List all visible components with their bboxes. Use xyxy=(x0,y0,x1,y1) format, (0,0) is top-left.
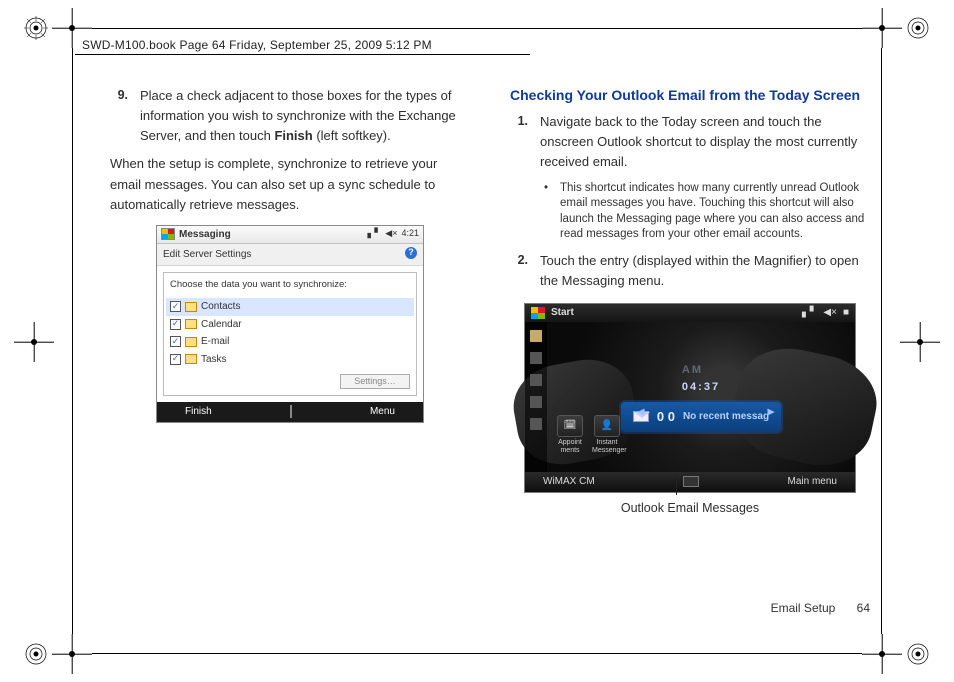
crop-cross-icon xyxy=(900,322,940,362)
window-title: Messaging xyxy=(179,227,231,243)
today-sidebar xyxy=(525,322,547,472)
step-item: 9. Place a check adjacent to those boxes… xyxy=(110,86,470,146)
titlebar: Start ▖▘ ◀× ■ xyxy=(525,304,855,322)
sync-row: ✓ E-mail xyxy=(166,333,414,351)
left-column: 9. Place a check adjacent to those boxes… xyxy=(110,86,470,606)
home-icon xyxy=(530,330,542,342)
reg-mark-icon xyxy=(24,16,48,40)
display-icon xyxy=(530,418,542,430)
instruction-text: Choose the data you want to synchronize: xyxy=(166,275,414,298)
figure-caption: Outlook Email Messages xyxy=(510,499,870,518)
clock-display: AM04:37 xyxy=(682,362,720,396)
page-footer: Email Setup 64 xyxy=(771,599,870,618)
crop-cross-icon xyxy=(862,634,902,674)
paragraph: When the setup is complete, synchronize … xyxy=(110,154,470,214)
sync-row-label: E-mail xyxy=(201,334,229,350)
bullet-icon: • xyxy=(544,181,552,243)
softkey-left: WiMAX CM xyxy=(543,474,595,490)
signal-icon: ▖▘ xyxy=(367,227,381,241)
softkey-bar: Finish Menu xyxy=(157,402,423,422)
section-heading: Checking Your Outlook Email from the Tod… xyxy=(510,86,870,104)
unread-count: 0 0 xyxy=(657,407,675,427)
folder-icon xyxy=(185,337,197,347)
keyboard-icon xyxy=(683,476,699,487)
step-item: 1. Navigate back to the Today screen and… xyxy=(510,112,870,172)
sound-icon: ◀× xyxy=(385,227,397,241)
windows-flag-icon xyxy=(161,228,175,240)
checkbox-icon: ✓ xyxy=(170,319,181,330)
step-item: 2. Touch the entry (displayed within the… xyxy=(510,251,870,291)
subheader-text: Edit Server Settings xyxy=(163,247,251,263)
notice-text: No recent messag xyxy=(683,409,769,425)
folder-icon xyxy=(185,319,197,329)
checkbox-icon: ✓ xyxy=(170,354,181,365)
grid-icon xyxy=(530,352,542,364)
bullet-text: This shortcut indicates how many current… xyxy=(560,181,870,243)
help-icon: ? xyxy=(405,247,417,259)
softkey-right: Main menu xyxy=(788,474,837,490)
today-body: AM04:37 0 0 No recent messag ◄ ► 🗓Appoin… xyxy=(525,322,855,472)
device-screenshot-today-wrap: Start ▖▘ ◀× ■ xyxy=(524,303,856,493)
subheader: Edit Server Settings ? xyxy=(157,244,423,267)
checkbox-icon: ✓ xyxy=(170,301,181,312)
device-screenshot-today: Start ▖▘ ◀× ■ xyxy=(524,303,856,493)
app-icon xyxy=(530,396,542,408)
device-screenshot-sync: Messaging ▖▘ ◀× 4:21 Edit Server Setting… xyxy=(156,225,424,423)
battery-icon: ■ xyxy=(843,305,849,321)
step-text: Place a check adjacent to those boxes fo… xyxy=(140,86,470,146)
arrow-right-icon: ► xyxy=(765,403,777,422)
reg-mark-icon xyxy=(906,642,930,666)
sync-row-label: Contacts xyxy=(201,299,240,315)
crop-line xyxy=(92,28,862,29)
star-icon xyxy=(530,374,542,386)
text: (left softkey). xyxy=(313,128,391,143)
crop-cross-icon xyxy=(52,634,92,674)
checkbox-icon: ✓ xyxy=(170,336,181,347)
softkey-left: Finish xyxy=(185,404,212,420)
crop-cross-icon xyxy=(14,322,54,362)
reg-mark-icon xyxy=(24,642,48,666)
today-center: AM04:37 0 0 No recent messag xyxy=(547,322,855,472)
settings-button: Settings… xyxy=(340,374,410,389)
folder-icon xyxy=(185,354,197,364)
clock-text: 4:21 xyxy=(401,227,419,241)
crop-cross-icon xyxy=(862,8,902,48)
sync-row: ✓ Calendar xyxy=(166,316,414,334)
sync-row-label: Calendar xyxy=(201,317,242,333)
step-text: Navigate back to the Today screen and to… xyxy=(540,112,870,172)
step-number: 9. xyxy=(110,86,128,146)
folder-icon xyxy=(185,302,197,312)
crop-line xyxy=(881,48,882,634)
footer-page: 64 xyxy=(857,601,870,615)
bold-text: Finish xyxy=(274,128,312,143)
right-column: Checking Your Outlook Email from the Tod… xyxy=(510,86,870,606)
step-text: Touch the entry (displayed within the Ma… xyxy=(540,251,870,291)
sync-panel: Choose the data you want to synchronize:… xyxy=(163,272,417,396)
bullet-item: • This shortcut indicates how many curre… xyxy=(544,181,870,243)
step-number: 1. xyxy=(510,112,528,172)
page-header: SWD-M100.book Page 64 Friday, September … xyxy=(82,38,432,52)
start-label: Start xyxy=(551,305,574,321)
sync-row-label: Tasks xyxy=(201,352,227,368)
windows-flag-icon xyxy=(531,307,545,319)
softkey-bar: WiMAX CM Main menu xyxy=(525,472,855,492)
step-number: 2. xyxy=(510,251,528,291)
keyboard-icon xyxy=(290,405,292,418)
crop-line xyxy=(92,653,862,654)
footer-section: Email Setup xyxy=(771,601,836,615)
sync-row: ✓ Tasks xyxy=(166,351,414,369)
sound-icon: ◀× xyxy=(823,305,837,321)
softkey-right: Menu xyxy=(370,404,395,420)
titlebar: Messaging ▖▘ ◀× 4:21 xyxy=(157,226,423,244)
arrow-left-icon: ◄ xyxy=(635,403,647,422)
signal-icon: ▖▘ xyxy=(802,305,817,321)
page-content: 9. Place a check adjacent to those boxes… xyxy=(110,86,870,606)
reg-mark-icon xyxy=(906,16,930,40)
callout-line xyxy=(676,473,677,495)
header-rule xyxy=(75,54,530,55)
sync-row: ✓ Contacts xyxy=(166,298,414,316)
crop-line xyxy=(72,48,73,634)
